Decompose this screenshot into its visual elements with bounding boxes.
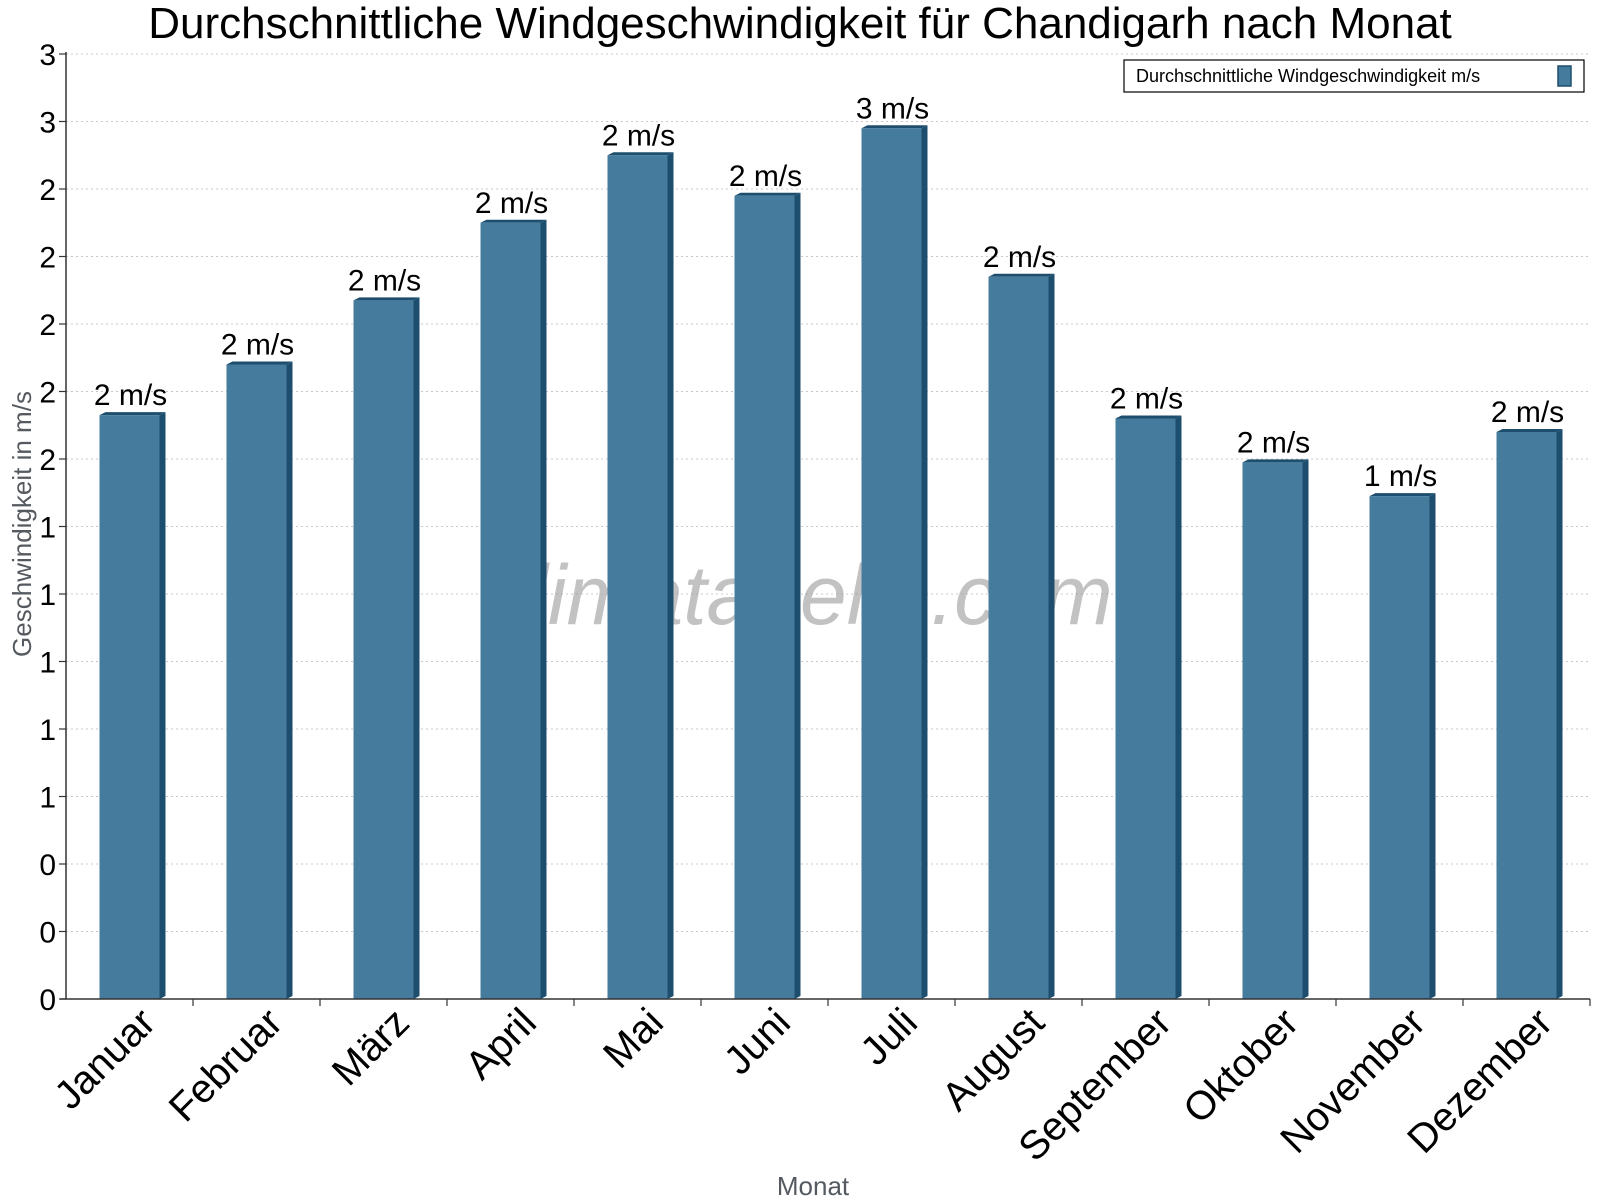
bar-top bbox=[99, 412, 166, 416]
legend-swatch bbox=[1557, 65, 1572, 87]
bar bbox=[734, 195, 795, 999]
bar-september bbox=[1115, 415, 1182, 999]
bar-side bbox=[794, 192, 801, 999]
x-tick-label: Februar bbox=[161, 1000, 291, 1130]
data-label: 2 m/s bbox=[348, 264, 421, 297]
y-axis-ticks: 0 0 0 1 1 1 1 1 2 2 2 2 2 3 3 bbox=[39, 39, 66, 1017]
bar-april bbox=[480, 219, 547, 999]
chart-title: Durchschnittliche Windgeschwindigkeit fü… bbox=[148, 0, 1452, 48]
bar-top bbox=[1242, 459, 1309, 463]
bar-side bbox=[1175, 415, 1182, 999]
data-label: 2 m/s bbox=[729, 160, 802, 193]
x-tick-label: März bbox=[324, 1000, 418, 1094]
y-tick-label: 2 bbox=[39, 377, 56, 410]
bar-top bbox=[607, 152, 674, 156]
bar-top bbox=[480, 219, 547, 223]
x-tick-label: Januar bbox=[46, 1000, 164, 1118]
y-tick-label: 1 bbox=[39, 782, 56, 815]
bar bbox=[480, 222, 541, 999]
x-tick-label: August bbox=[934, 1000, 1053, 1119]
bar-top bbox=[353, 297, 420, 301]
y-tick-label: 1 bbox=[39, 714, 56, 747]
bar-juli bbox=[861, 125, 928, 999]
y-tick-label: 0 bbox=[39, 984, 56, 1017]
grid-lines bbox=[66, 53, 1590, 932]
bar-november bbox=[1369, 493, 1436, 999]
y-tick-label: 2 bbox=[39, 309, 56, 342]
legend-box bbox=[1123, 59, 1585, 93]
bar-top bbox=[734, 192, 801, 196]
legend-label: Durchschnittliche Windgeschwindigkeit m/… bbox=[1136, 66, 1480, 86]
x-tick-label: Juni bbox=[716, 1000, 799, 1083]
y-tick-label: 2 bbox=[39, 242, 56, 275]
bar-side bbox=[1429, 493, 1436, 999]
bar-side bbox=[921, 125, 928, 999]
y-tick-label: 1 bbox=[39, 579, 56, 612]
bar bbox=[353, 300, 414, 999]
bar-side bbox=[286, 361, 293, 999]
bar-top bbox=[988, 273, 1055, 277]
y-axis-title: Geschwindigkeit in m/s bbox=[7, 391, 37, 657]
bar bbox=[1369, 496, 1430, 999]
data-label: 2 m/s bbox=[1491, 396, 1564, 429]
bar-februar bbox=[226, 361, 293, 999]
y-tick-label: 2 bbox=[39, 174, 56, 207]
bars bbox=[99, 125, 1563, 999]
y-tick-label: 1 bbox=[39, 512, 56, 545]
bar-dezember bbox=[1496, 429, 1563, 999]
data-label: 2 m/s bbox=[94, 379, 167, 412]
x-axis-title: Monat bbox=[777, 1171, 850, 1200]
y-tick-label: 2 bbox=[39, 444, 56, 477]
bar-oktober bbox=[1242, 459, 1309, 999]
bar bbox=[1115, 418, 1176, 999]
bar-juni bbox=[734, 192, 801, 999]
data-label: 2 m/s bbox=[221, 329, 294, 362]
data-label: 1 m/s bbox=[1364, 460, 1437, 493]
bar-side bbox=[1302, 459, 1309, 999]
bar-mai bbox=[607, 152, 674, 999]
bar-top bbox=[861, 125, 928, 129]
data-label: 2 m/s bbox=[983, 241, 1056, 274]
data-label: 2 m/s bbox=[602, 119, 675, 152]
bar-side bbox=[1556, 429, 1563, 999]
y-tick-label: 1 bbox=[39, 647, 56, 680]
bar-top bbox=[1496, 429, 1563, 432]
bar-top bbox=[1115, 415, 1182, 419]
data-label: 2 m/s bbox=[475, 187, 548, 220]
bar-märz bbox=[353, 297, 420, 999]
bar-august bbox=[988, 273, 1055, 999]
y-tick-label: 3 bbox=[39, 107, 56, 140]
bar bbox=[99, 415, 160, 999]
bar-januar bbox=[99, 412, 166, 999]
data-label: 3 m/s bbox=[856, 92, 929, 125]
bar bbox=[1496, 432, 1557, 999]
bar bbox=[226, 364, 287, 999]
bar bbox=[607, 155, 668, 999]
x-tick-label: Mai bbox=[595, 1000, 672, 1077]
bar bbox=[988, 276, 1049, 999]
data-label: 2 m/s bbox=[1237, 426, 1310, 459]
data-labels: 2 m/s 2 m/s 2 m/s 2 m/s 2 m/s 2 m/s 3 m/s 2 m/s… bbox=[94, 92, 1564, 493]
y-tick-label: 3 bbox=[39, 39, 56, 72]
bar-side bbox=[667, 152, 674, 999]
bar-side bbox=[413, 297, 420, 999]
bar bbox=[1242, 462, 1303, 999]
bar-side bbox=[540, 219, 547, 999]
bar-top bbox=[1369, 493, 1436, 497]
bar bbox=[861, 128, 922, 999]
x-tick-label: Oktober bbox=[1175, 1000, 1307, 1132]
x-tick-label: Juli bbox=[852, 1000, 926, 1074]
y-tick-label: 0 bbox=[39, 849, 56, 882]
bar-top bbox=[226, 361, 293, 365]
legend: Durchschnittliche Windgeschwindigkeit m/… bbox=[1123, 59, 1585, 93]
bar-side bbox=[1048, 273, 1055, 999]
data-label: 2 m/s bbox=[1110, 383, 1183, 416]
x-tick-label: April bbox=[457, 1000, 545, 1088]
bar-side bbox=[159, 412, 166, 999]
y-tick-label: 0 bbox=[39, 917, 56, 950]
